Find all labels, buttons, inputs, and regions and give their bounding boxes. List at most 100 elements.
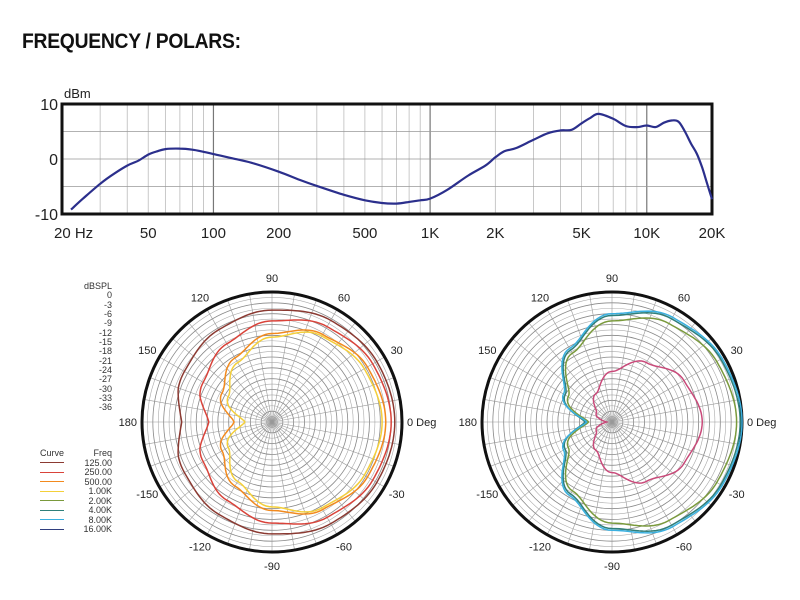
legend-freq-label: 16.00K [83,524,112,535]
legend-freq-label: 8.00K [88,514,112,525]
polar-right-spoke [567,299,613,423]
polar-right-spoke [483,399,613,423]
polar-left-spoke [206,421,273,535]
page-title: FREQUENCY / POLARS: [22,30,241,53]
legend-item: 500.00 [40,477,112,487]
polar-right-spoke [611,399,741,423]
x-tick-label: 1K [421,225,439,242]
polar-left-spoke [271,356,385,423]
legend-item: 16.00K [40,524,112,535]
x-tick-label: 500 [352,225,377,242]
polar-right-spoke [611,421,725,488]
curve-legend: Curve Freq 125.00 250.00 500.00 1.00K 2.00K 4… [40,448,112,534]
frequency-response-line [70,112,714,211]
dbspl-tick: -30 [98,383,112,394]
polar-right-angle-label: 120 [531,292,549,304]
polar-left-curve-125-00 [177,309,396,535]
dbspl-tick: -15 [98,337,112,348]
polar-left-curve-500-00 [219,329,387,515]
polar-left-spoke [271,421,385,488]
polar-left-spoke [172,338,273,423]
polar-left-spoke [271,421,401,445]
polar-right-spoke [611,338,712,423]
polar-right-spoke [611,309,678,423]
polar-right-curve-2-00K [564,317,738,527]
polar-left-spoke [149,377,273,423]
legend-swatch [40,471,64,473]
polar-chart-right: 90 60 30 0 Deg -30 -60 -90 -120 -150 180 150 120 [459,273,777,573]
polar-right-spoke [528,322,613,423]
polar-left-angle-label: 180 [119,417,137,429]
dbspl-tick: -27 [98,374,112,385]
polar-right-spoke [499,356,613,423]
polar-left-angle-label: 90 [266,273,278,285]
dbspl-tick: -3 [103,299,112,310]
polar-left-spoke [271,293,295,423]
polar-left-curve-250-00 [199,319,392,525]
polar-left-spoke [159,356,273,423]
polar-right-curve-16-00K [592,360,704,484]
legend-swatch [40,490,64,492]
polar-right-angle-label: -90 [604,561,620,573]
legend-header-curve: Curve [40,448,65,458]
legend-swatch [40,500,64,502]
polar-left-spoke [188,421,273,522]
polar-right-spoke [483,421,613,445]
legend-item: 8.00K [40,515,112,525]
polar-right-spoke [611,421,635,551]
polar-right-spoke [546,309,613,423]
polar-right-angle-label: -120 [529,542,551,554]
polar-right-curve-4-00K [562,312,741,532]
polar-right-angle-label: 30 [731,345,743,357]
legend-freq-label: 250.00 [84,467,112,478]
x-tick-label: 50 [140,225,157,242]
polar-left-angle-label: -30 [389,489,405,501]
polar-right-spoke [611,421,735,467]
polar-left-angle-label: 60 [338,292,350,304]
polar-right-spoke [611,421,712,506]
legend-item: 1.00K [40,486,112,496]
dbspl-scale-label: dBSPL [83,281,112,291]
polar-left-spoke [149,421,273,467]
legend-freq-label: 125.00 [84,457,112,468]
polar-left-angle-label: 0 Deg [407,417,436,429]
polar-left-frame [140,290,404,554]
x-tick-label: 2K [486,225,504,242]
dbspl-tick: -12 [98,327,112,338]
polar-left-angle-label: 120 [191,292,209,304]
polar-right-angle-label: 60 [678,292,690,304]
polar-right-angle-label: -30 [729,489,745,501]
polar-chart-left: 90 60 30 0 Deg -30 -60 -90 -120 -150 180 150 120 [119,273,437,573]
polar-left-angle-label: -120 [189,542,211,554]
dbspl-tick: -18 [98,346,112,357]
polar-left-spoke [172,421,273,506]
polar-right-angle-label: 150 [478,345,496,357]
polar-right-spoke [611,322,696,423]
polar-right-angle-label: 180 [459,417,477,429]
polar-left-angle-label: -60 [336,542,352,554]
polar-right-spoke [611,299,657,423]
dbspl-tick: 0 [106,290,112,301]
dbspl-tick: -24 [98,365,112,376]
legend-item: 2.00K [40,496,112,506]
dbspl-scale: dBSPL 0 -3 -6 -9 -12 -15 -18 -21 -24 -27… [70,281,112,413]
polar-left-spoke [188,322,273,423]
legend-item: 4.00K [40,505,112,515]
polar-left-spoke [206,309,273,423]
polar-left-angle-label: -90 [264,561,280,573]
polar-left-spoke [271,399,401,423]
polar-right-spoke [611,421,657,545]
legend-item: 125.00 [40,458,112,468]
polar-left-angle-label: -150 [136,489,158,501]
polar-right-spoke [489,421,613,467]
polar-left-spoke [249,421,273,551]
polar-right-spoke [611,293,635,423]
polar-left-spoke [249,293,273,423]
polar-right-angle-label: -150 [476,489,498,501]
y-tick-label: -10 [35,207,58,224]
legend-rows: 125.00 250.00 500.00 1.00K 2.00K 4.00K 8.00K 16… [40,458,112,534]
x-tick-label: 100 [201,225,226,242]
y-axis-label: dBm [64,86,91,101]
